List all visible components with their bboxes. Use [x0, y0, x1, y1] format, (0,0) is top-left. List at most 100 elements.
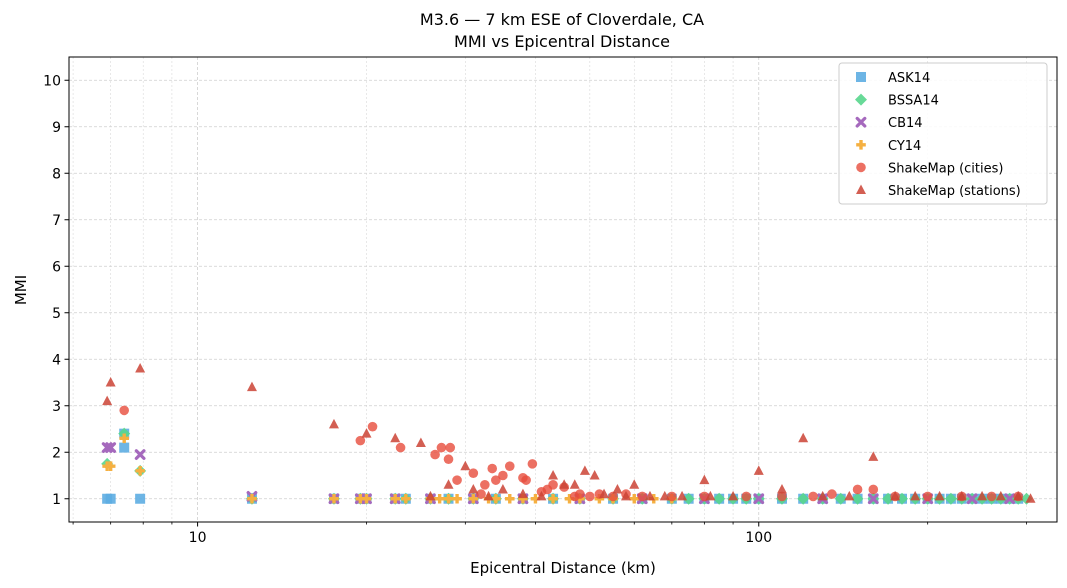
legend-label: ShakeMap (stations) — [888, 184, 1021, 199]
data-point — [246, 381, 257, 392]
data-point — [548, 470, 559, 480]
data-point — [367, 421, 378, 432]
legend-marker — [855, 93, 867, 106]
data-point — [355, 435, 366, 446]
data-point — [548, 493, 558, 504]
x-tick-label: 100 — [745, 530, 772, 546]
data-point — [579, 465, 590, 475]
data-point — [867, 493, 879, 505]
y-axis-label: MMI — [12, 275, 30, 305]
data-point — [536, 490, 547, 501]
y-tick-label: 10 — [43, 73, 61, 89]
data-point — [644, 490, 655, 501]
data-point — [135, 363, 146, 373]
data-point — [682, 492, 695, 505]
y-tick-label: 8 — [52, 166, 61, 182]
chart-subtitle: MMI vs Epicentral Distance — [454, 32, 670, 51]
data-point — [105, 493, 116, 504]
data-point — [390, 432, 401, 443]
data-point — [569, 479, 580, 489]
y-tick-label: 5 — [52, 306, 61, 322]
data-point — [487, 463, 498, 474]
data-point — [944, 492, 957, 505]
data-point — [434, 493, 445, 504]
y-tick-label: 3 — [52, 399, 61, 415]
series-0 — [102, 428, 1024, 504]
data-point — [430, 449, 440, 460]
data-point — [390, 493, 401, 504]
legend-label: ShakeMap (cities) — [888, 161, 1003, 176]
y-tick-label: 2 — [52, 445, 61, 461]
data-point — [445, 442, 456, 453]
data-point — [135, 493, 146, 504]
legend-box — [838, 62, 1048, 205]
data-point — [1013, 490, 1024, 501]
x-tick-label: 10 — [189, 530, 207, 546]
data-point — [436, 442, 447, 453]
data-point — [452, 475, 462, 485]
data-point — [504, 493, 515, 504]
data-point — [491, 475, 501, 485]
data-point — [966, 493, 978, 505]
data-point — [517, 488, 528, 499]
data-point — [527, 459, 538, 469]
data-point — [705, 490, 716, 501]
data-point — [851, 492, 864, 505]
data-point — [498, 470, 508, 481]
y-tick-label: 6 — [52, 259, 61, 275]
data-point — [425, 490, 436, 501]
data-point — [480, 480, 490, 490]
legend-label: CY14 — [888, 139, 921, 154]
data-point — [797, 492, 810, 505]
data-point — [1004, 493, 1016, 505]
data-point — [728, 490, 739, 501]
plot-frame — [68, 56, 1058, 523]
y-tick-label: 1 — [52, 492, 61, 508]
data-point — [548, 480, 558, 490]
data-point — [329, 493, 339, 504]
data-point — [890, 490, 901, 501]
data-point — [497, 483, 508, 494]
data-point — [443, 454, 454, 465]
data-point — [910, 490, 921, 501]
data-point — [443, 493, 454, 504]
legend-marker — [856, 140, 866, 150]
data-point — [995, 490, 1006, 501]
data-point — [575, 489, 585, 499]
data-point — [868, 484, 879, 495]
data-point — [834, 492, 847, 505]
axis-ticks: 10 100 1 2 3 4 5 6 7 8 9 10 — [43, 73, 1027, 546]
data-point — [776, 483, 787, 494]
data-point — [135, 466, 145, 476]
data-point — [977, 490, 988, 501]
data-point — [102, 395, 113, 406]
data-point — [637, 491, 648, 502]
data-point — [589, 470, 600, 480]
chart-title: M3.6 — 7 km ESE of Cloverdale, CA — [420, 10, 704, 29]
legend-marker — [856, 162, 866, 173]
y-tick-label: 9 — [52, 120, 61, 136]
data-point — [559, 479, 570, 489]
grid-lines — [69, 57, 1057, 522]
data-marks — [101, 363, 1036, 505]
data-point — [1025, 493, 1036, 503]
data-point — [119, 405, 130, 416]
data-point — [361, 493, 372, 504]
series-5 — [102, 363, 1036, 503]
data-point — [468, 493, 479, 504]
legend-marker — [856, 72, 866, 82]
data-point — [401, 493, 411, 504]
data-point — [934, 490, 945, 501]
data-point — [361, 428, 372, 438]
data-point — [460, 460, 471, 471]
data-point — [753, 465, 764, 475]
legend-label: ASK14 — [888, 71, 930, 86]
data-point — [105, 461, 116, 471]
data-point — [608, 491, 618, 502]
data-point — [817, 490, 828, 501]
data-point — [629, 479, 640, 489]
data-point — [922, 491, 933, 502]
data-point — [677, 490, 688, 501]
data-point — [585, 491, 595, 502]
